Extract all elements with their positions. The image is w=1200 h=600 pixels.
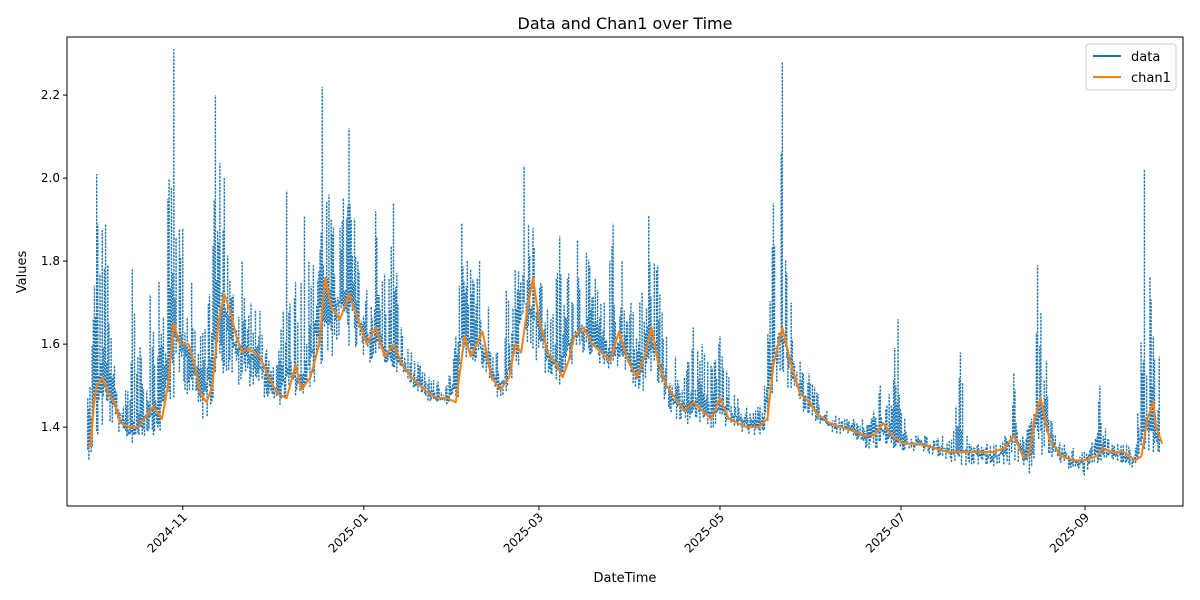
plot-area-frame xyxy=(66,36,1184,507)
legend-label-chan1: chan1 xyxy=(1131,71,1171,86)
x-axis-label: DateTime xyxy=(594,571,657,586)
y-tick-label: 1.4 xyxy=(41,420,60,434)
y-tick-label: 2.2 xyxy=(41,88,60,102)
series-layer xyxy=(86,49,1164,476)
series-data xyxy=(87,49,1160,476)
legend: data chan1 xyxy=(1085,43,1177,91)
y-tick-label: 2.0 xyxy=(41,171,60,185)
y-axis: 1.4 1.6 1.8 2.0 2.2 xyxy=(41,88,67,434)
legend-label-data: data xyxy=(1131,50,1160,65)
y-tick-label: 1.6 xyxy=(41,337,60,351)
series-chan1-line xyxy=(86,276,1164,462)
y-tick-label: 1.8 xyxy=(41,254,60,268)
chart-title: Data and Chan1 over Time xyxy=(518,14,733,33)
y-axis-label: Values xyxy=(15,251,30,294)
